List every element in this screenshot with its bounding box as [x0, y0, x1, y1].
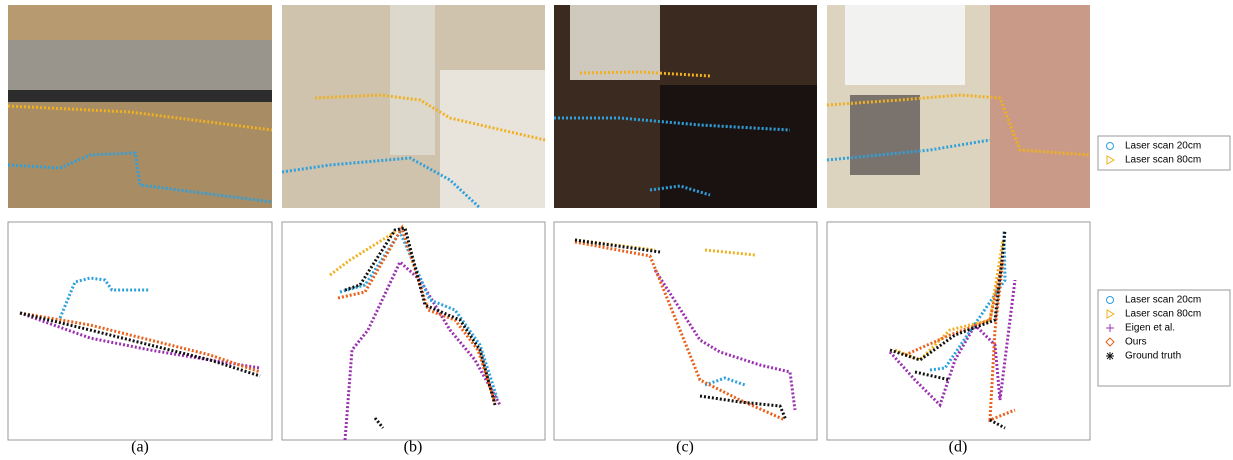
caption: (a) — [131, 439, 149, 456]
caption: (b) — [404, 439, 423, 456]
legend-label: Laser scan 20cm — [1125, 141, 1201, 152]
plots — [8, 222, 1090, 440]
caption: (d) — [949, 439, 968, 456]
legend-label: Ours — [1125, 337, 1147, 348]
plot-d — [827, 222, 1090, 440]
legend-label: Laser scan 20cm — [1125, 295, 1201, 306]
legend-label: Laser scan 80cm — [1125, 309, 1201, 320]
photo-legend: Laser scan 20cm Laser scan 80cm — [1098, 136, 1230, 170]
plot-b — [282, 222, 545, 440]
caption: (c) — [676, 439, 694, 456]
legend-label: Ground truth — [1125, 351, 1181, 362]
plot-a — [8, 222, 272, 440]
legend-label: Eigen et al. — [1125, 323, 1175, 334]
plot-c — [554, 222, 817, 440]
photos — [8, 5, 1090, 208]
figure: (a) (b) (c) (d) Laser scan 20cm Laser sc… — [0, 0, 1233, 460]
plot-legend: Laser scan 20cm Laser scan 80cm Eigen et… — [1098, 290, 1230, 386]
legend-label: Laser scan 80cm — [1125, 155, 1201, 166]
